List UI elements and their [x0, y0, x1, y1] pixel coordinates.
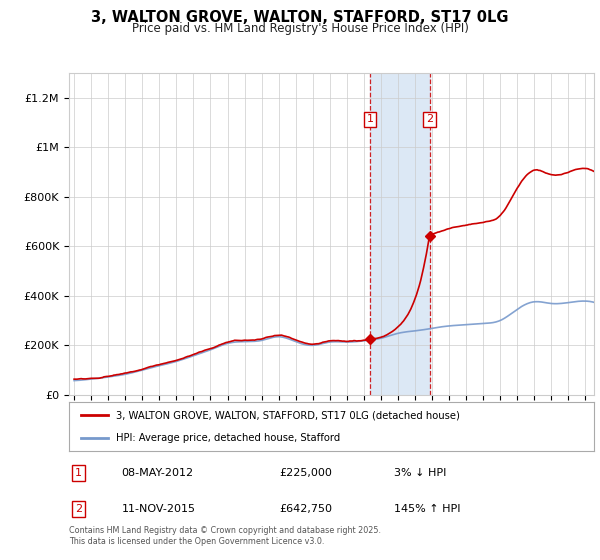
Text: Contains HM Land Registry data © Crown copyright and database right 2025.
This d: Contains HM Land Registry data © Crown c… — [69, 526, 381, 546]
Text: 3% ↓ HPI: 3% ↓ HPI — [395, 468, 447, 478]
Text: £225,000: £225,000 — [279, 468, 332, 478]
Text: 3, WALTON GROVE, WALTON, STAFFORD, ST17 0LG (detached house): 3, WALTON GROVE, WALTON, STAFFORD, ST17 … — [116, 410, 460, 421]
Text: HPI: Average price, detached house, Stafford: HPI: Average price, detached house, Staf… — [116, 433, 341, 444]
Text: 145% ↑ HPI: 145% ↑ HPI — [395, 504, 461, 514]
Text: Price paid vs. HM Land Registry's House Price Index (HPI): Price paid vs. HM Land Registry's House … — [131, 22, 469, 35]
Text: 1: 1 — [367, 114, 373, 124]
Text: 08-MAY-2012: 08-MAY-2012 — [121, 468, 194, 478]
Text: 2: 2 — [75, 504, 82, 514]
Text: 11-NOV-2015: 11-NOV-2015 — [121, 504, 196, 514]
Text: 3, WALTON GROVE, WALTON, STAFFORD, ST17 0LG: 3, WALTON GROVE, WALTON, STAFFORD, ST17 … — [91, 10, 509, 25]
Text: £642,750: £642,750 — [279, 504, 332, 514]
Bar — [370, 73, 430, 395]
Text: 2: 2 — [426, 114, 433, 124]
Text: 1: 1 — [75, 468, 82, 478]
